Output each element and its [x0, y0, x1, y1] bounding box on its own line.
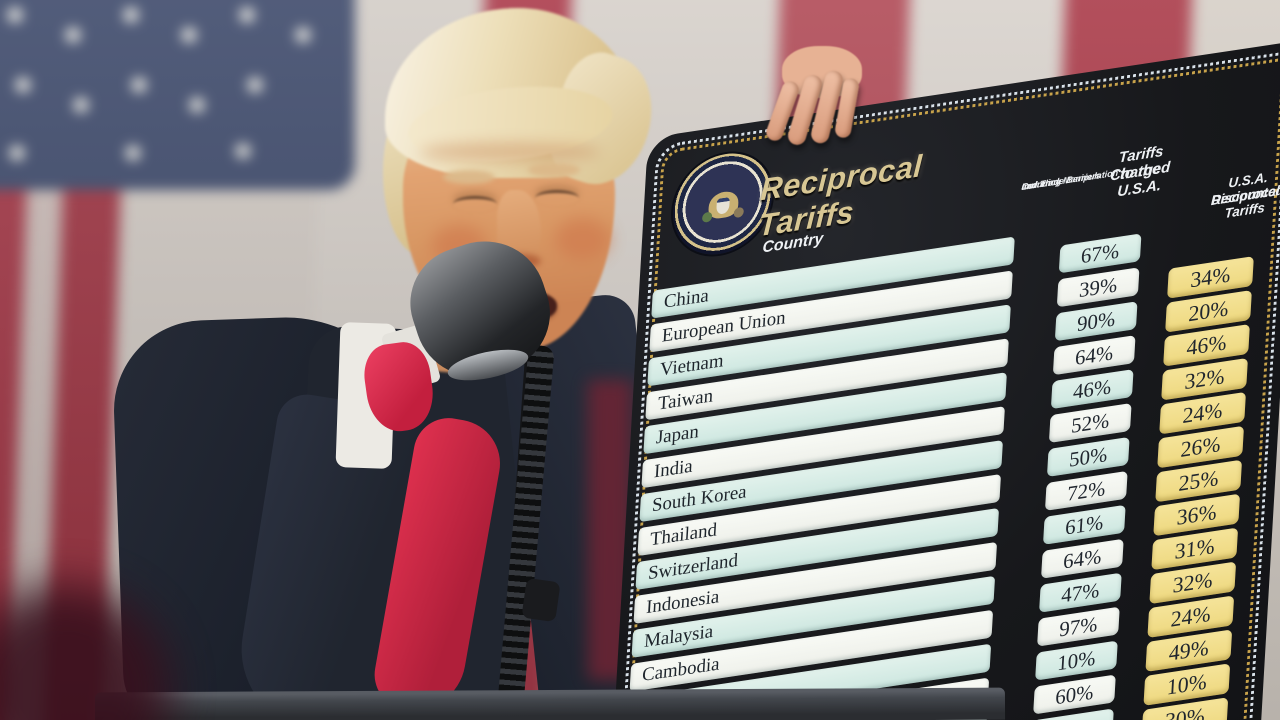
eye: [535, 190, 579, 206]
flag-star: [15, 77, 31, 93]
flag-star: [235, 143, 251, 159]
flag-star: [239, 7, 255, 23]
flag-star: [7, 7, 23, 23]
eyebrow: [443, 170, 495, 184]
flag-star: [295, 27, 311, 43]
flag-star: [125, 145, 141, 161]
cheek: [555, 218, 610, 260]
flag-star: [9, 145, 25, 161]
flag-star: [123, 7, 139, 23]
forehead-shadow: [420, 142, 600, 162]
eye: [453, 196, 497, 212]
flag-star: [131, 77, 147, 93]
flag-star: [247, 77, 263, 93]
flag-star: [65, 27, 81, 43]
flag-canton: [0, 0, 355, 190]
flag-star: [189, 97, 205, 113]
podium: [94, 687, 1006, 720]
flag-star: [73, 97, 89, 113]
flag-star: [181, 27, 197, 43]
eyebrow: [528, 163, 580, 177]
